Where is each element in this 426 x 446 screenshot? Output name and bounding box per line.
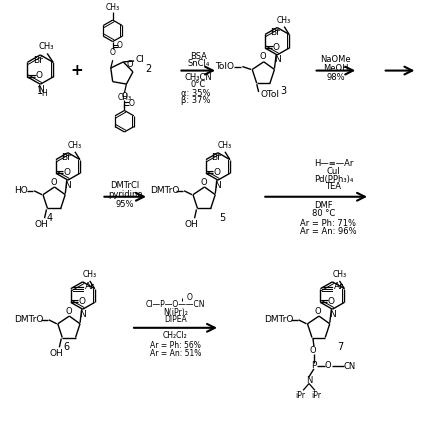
Text: N(iPr)₂: N(iPr)₂: [163, 308, 188, 317]
Text: Cl: Cl: [135, 55, 144, 65]
Text: DMTrO: DMTrO: [14, 315, 44, 324]
Text: Ar: Ar: [334, 282, 344, 291]
Text: O: O: [78, 297, 85, 306]
Text: Ar = Ph: 71%: Ar = Ph: 71%: [300, 219, 357, 227]
Text: 95%: 95%: [116, 200, 135, 209]
Text: Cl—P—O——CN: Cl—P—O——CN: [146, 300, 205, 309]
Text: O: O: [328, 297, 335, 306]
Text: O: O: [310, 346, 316, 355]
Text: O: O: [325, 361, 331, 370]
Text: N: N: [65, 181, 71, 190]
Text: O: O: [273, 43, 279, 52]
Text: CH₃: CH₃: [38, 42, 54, 51]
Text: DMTrCl: DMTrCl: [110, 182, 140, 190]
Text: O: O: [50, 178, 57, 186]
Text: Br: Br: [33, 56, 43, 65]
Text: 3: 3: [280, 86, 286, 96]
Text: 4: 4: [46, 213, 52, 223]
Text: CuI: CuI: [327, 167, 340, 176]
Text: O: O: [110, 48, 116, 57]
Text: Ar = An: 96%: Ar = An: 96%: [300, 227, 357, 236]
Text: CH₃: CH₃: [332, 270, 346, 280]
Text: CH₃: CH₃: [68, 141, 82, 150]
Text: O: O: [121, 92, 127, 101]
Text: SnCl₄: SnCl₄: [187, 59, 210, 68]
Text: H: H: [41, 89, 47, 98]
Text: 5: 5: [219, 213, 225, 223]
Text: N: N: [37, 85, 43, 94]
Text: O: O: [65, 307, 72, 316]
Text: CH₃: CH₃: [106, 3, 120, 12]
Text: Br: Br: [211, 153, 221, 162]
Text: Br: Br: [270, 28, 280, 37]
Text: O: O: [127, 61, 133, 70]
Text: N: N: [306, 376, 312, 385]
Text: O: O: [128, 99, 134, 108]
Text: Ar: Ar: [85, 282, 95, 291]
Text: N: N: [274, 55, 281, 64]
Text: 80 °C: 80 °C: [312, 209, 335, 218]
Text: α: 35%: α: 35%: [181, 89, 211, 98]
Text: O: O: [117, 41, 123, 50]
Text: N: N: [329, 310, 336, 318]
Text: 0°C: 0°C: [190, 80, 206, 89]
Text: CH₃: CH₃: [118, 93, 132, 102]
Text: 7: 7: [337, 343, 343, 352]
Text: O: O: [63, 168, 70, 177]
Text: O: O: [213, 168, 220, 177]
Text: 1: 1: [37, 86, 43, 96]
Text: CH₃: CH₃: [277, 16, 291, 25]
Text: O: O: [315, 307, 321, 316]
Text: Br: Br: [61, 153, 71, 162]
Text: N: N: [79, 310, 86, 318]
Text: OH: OH: [49, 349, 63, 358]
Text: +: +: [70, 63, 83, 78]
Text: P: P: [311, 361, 317, 370]
Text: CH₃CN: CH₃CN: [184, 73, 212, 82]
Text: O: O: [259, 52, 266, 62]
Text: Ar = Ph: 56%: Ar = Ph: 56%: [150, 341, 201, 350]
Text: Pd(PPh₃)₄: Pd(PPh₃)₄: [314, 175, 353, 184]
Text: O: O: [200, 178, 207, 186]
Text: DIPEA: DIPEA: [164, 315, 187, 325]
Text: β: 37%: β: 37%: [181, 96, 211, 105]
Text: TEA: TEA: [325, 182, 341, 191]
Text: O: O: [36, 71, 43, 80]
Text: BSA: BSA: [190, 52, 207, 62]
Text: 2: 2: [146, 64, 152, 74]
Text: OH: OH: [185, 219, 199, 229]
Text: CH₃: CH₃: [83, 270, 97, 280]
Text: HO: HO: [14, 186, 28, 195]
Text: DMTrO: DMTrO: [264, 315, 294, 324]
Text: 98%: 98%: [326, 73, 345, 82]
Text: CH₂Cl₂: CH₂Cl₂: [163, 331, 188, 340]
Text: 6: 6: [64, 343, 70, 352]
Text: MeOH: MeOH: [322, 64, 348, 73]
Text: NaOMe: NaOMe: [320, 55, 351, 64]
Text: Ar = An: 51%: Ar = An: 51%: [150, 349, 201, 358]
Text: CN: CN: [343, 363, 356, 372]
Text: OTol: OTol: [260, 91, 279, 99]
Text: O: O: [187, 293, 192, 302]
Text: iPr: iPr: [295, 391, 305, 400]
Text: N: N: [215, 181, 222, 190]
Text: iPr: iPr: [311, 391, 321, 400]
Text: CH₃: CH₃: [218, 141, 232, 150]
Text: OH: OH: [35, 219, 49, 229]
Text: H—≡—Ar: H—≡—Ar: [314, 159, 353, 168]
Text: TolO: TolO: [215, 62, 234, 71]
Text: pyridine: pyridine: [108, 190, 142, 199]
Text: DMTrO: DMTrO: [150, 186, 179, 195]
Text: DMF: DMF: [314, 201, 333, 210]
